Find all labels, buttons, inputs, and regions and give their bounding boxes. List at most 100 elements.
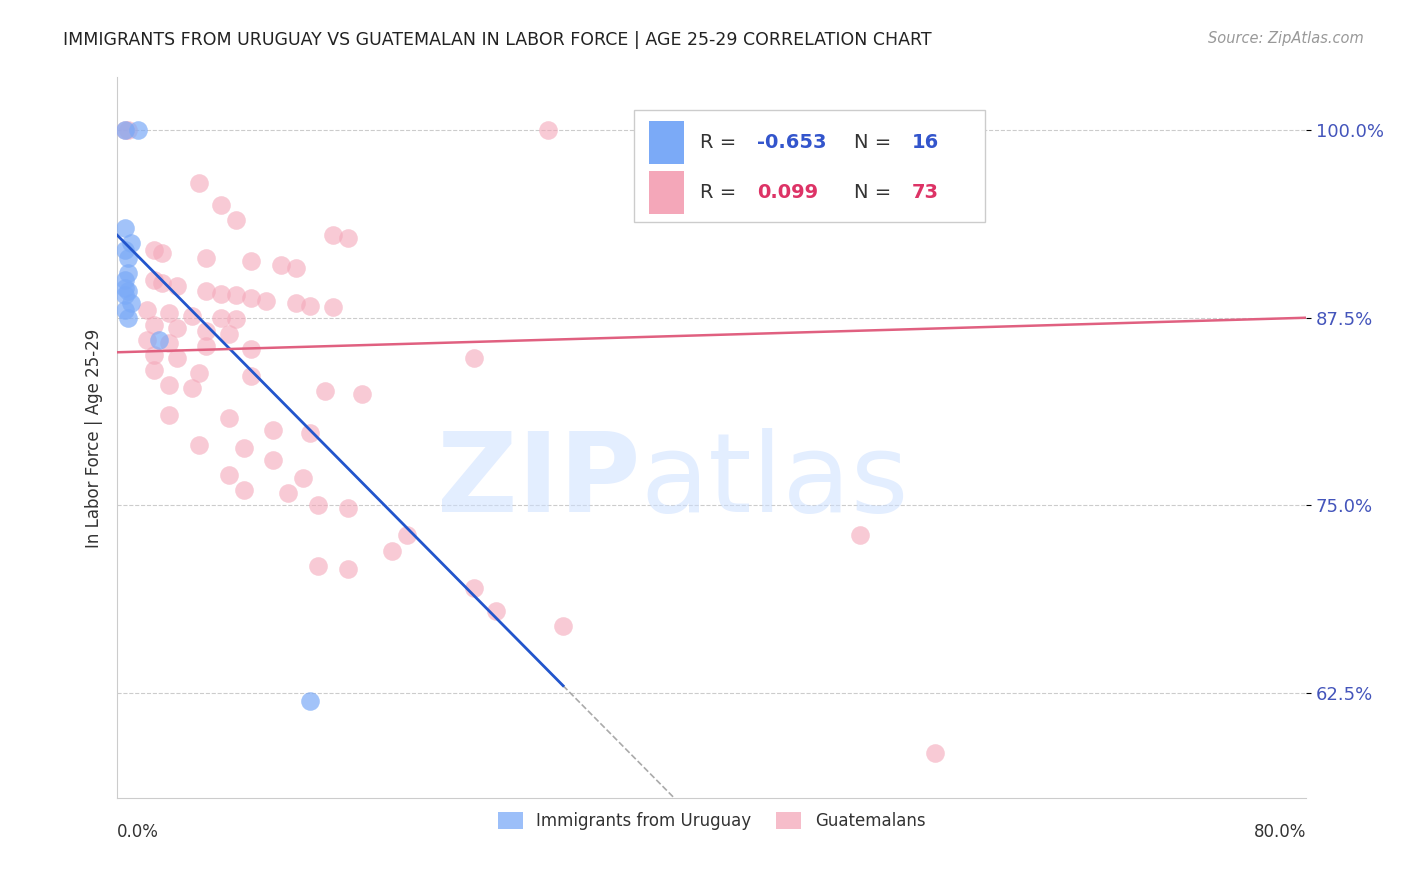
Point xyxy=(924,746,946,760)
Text: atlas: atlas xyxy=(640,427,908,534)
Point xyxy=(117,266,139,280)
Point xyxy=(117,251,139,265)
Point xyxy=(195,339,218,353)
Y-axis label: In Labor Force | Age 25-29: In Labor Force | Age 25-29 xyxy=(86,328,103,548)
Point xyxy=(135,333,157,347)
Point xyxy=(655,123,678,137)
Point xyxy=(150,276,173,290)
Text: N =: N = xyxy=(855,183,898,202)
Point xyxy=(209,310,232,325)
Point xyxy=(352,387,374,401)
Point xyxy=(114,123,136,137)
Point xyxy=(336,561,359,575)
Point xyxy=(307,558,329,573)
Point xyxy=(195,324,218,338)
Point xyxy=(157,409,180,423)
Point xyxy=(114,123,136,137)
Point xyxy=(291,471,314,485)
Point xyxy=(463,581,485,595)
Point xyxy=(157,378,180,392)
Text: Source: ZipAtlas.com: Source: ZipAtlas.com xyxy=(1208,31,1364,46)
Point xyxy=(322,300,344,314)
Point xyxy=(114,303,136,318)
Legend: Immigrants from Uruguay, Guatemalans: Immigrants from Uruguay, Guatemalans xyxy=(491,805,932,837)
Text: ZIP: ZIP xyxy=(437,427,640,534)
Point xyxy=(299,694,322,708)
Point xyxy=(485,604,508,618)
Point xyxy=(114,281,136,295)
Point xyxy=(299,299,322,313)
Point xyxy=(381,543,404,558)
Point xyxy=(322,228,344,243)
Text: N =: N = xyxy=(855,133,898,152)
Point xyxy=(225,288,247,302)
Text: 16: 16 xyxy=(911,133,939,152)
Point xyxy=(254,294,277,309)
Text: R =: R = xyxy=(700,133,742,152)
Point xyxy=(143,273,166,287)
Text: IMMIGRANTS FROM URUGUAY VS GUATEMALAN IN LABOR FORCE | AGE 25-29 CORRELATION CHA: IMMIGRANTS FROM URUGUAY VS GUATEMALAN IN… xyxy=(63,31,932,49)
Text: 73: 73 xyxy=(911,183,938,202)
Point xyxy=(537,123,560,137)
Point xyxy=(143,243,166,257)
Point xyxy=(180,381,202,395)
Point xyxy=(209,286,232,301)
Point xyxy=(849,528,872,542)
Point xyxy=(239,253,262,268)
Text: 0.0%: 0.0% xyxy=(117,823,159,841)
Point xyxy=(218,411,240,425)
Point xyxy=(314,384,336,399)
Point xyxy=(117,284,139,298)
Point xyxy=(127,123,149,137)
Point xyxy=(551,618,574,632)
Point xyxy=(218,327,240,342)
Point xyxy=(239,291,262,305)
Point xyxy=(114,243,136,257)
Point xyxy=(135,303,157,318)
Point xyxy=(218,468,240,483)
Point xyxy=(148,333,170,347)
Point xyxy=(239,369,262,384)
Bar xyxy=(648,171,685,214)
Point xyxy=(117,310,139,325)
Point xyxy=(232,483,254,498)
Text: 0.099: 0.099 xyxy=(756,183,818,202)
Point xyxy=(232,442,254,456)
Point xyxy=(157,336,180,351)
Point xyxy=(225,213,247,227)
Point xyxy=(143,363,166,377)
Point xyxy=(150,246,173,260)
FancyBboxPatch shape xyxy=(634,110,986,221)
Point xyxy=(239,343,262,357)
Point xyxy=(336,501,359,516)
Text: -0.653: -0.653 xyxy=(756,133,827,152)
Point xyxy=(395,528,418,542)
Point xyxy=(114,288,136,302)
Point xyxy=(187,176,209,190)
Point xyxy=(299,426,322,441)
Point xyxy=(187,366,209,380)
Point xyxy=(120,295,142,310)
Point xyxy=(336,231,359,245)
Point xyxy=(157,306,180,320)
Point xyxy=(166,279,188,293)
Point xyxy=(284,261,307,276)
Text: 80.0%: 80.0% xyxy=(1254,823,1306,841)
Point xyxy=(195,251,218,265)
Point xyxy=(120,235,142,250)
Point xyxy=(284,295,307,310)
Point xyxy=(143,318,166,333)
Point xyxy=(195,284,218,298)
Point xyxy=(166,351,188,366)
Point xyxy=(463,351,485,366)
Point xyxy=(209,198,232,212)
Point xyxy=(270,258,292,272)
Point xyxy=(225,312,247,326)
Point xyxy=(114,220,136,235)
Point xyxy=(187,438,209,452)
Point xyxy=(307,499,329,513)
Point xyxy=(143,348,166,362)
Point xyxy=(262,423,284,437)
Bar xyxy=(648,120,685,164)
Text: R =: R = xyxy=(700,183,742,202)
